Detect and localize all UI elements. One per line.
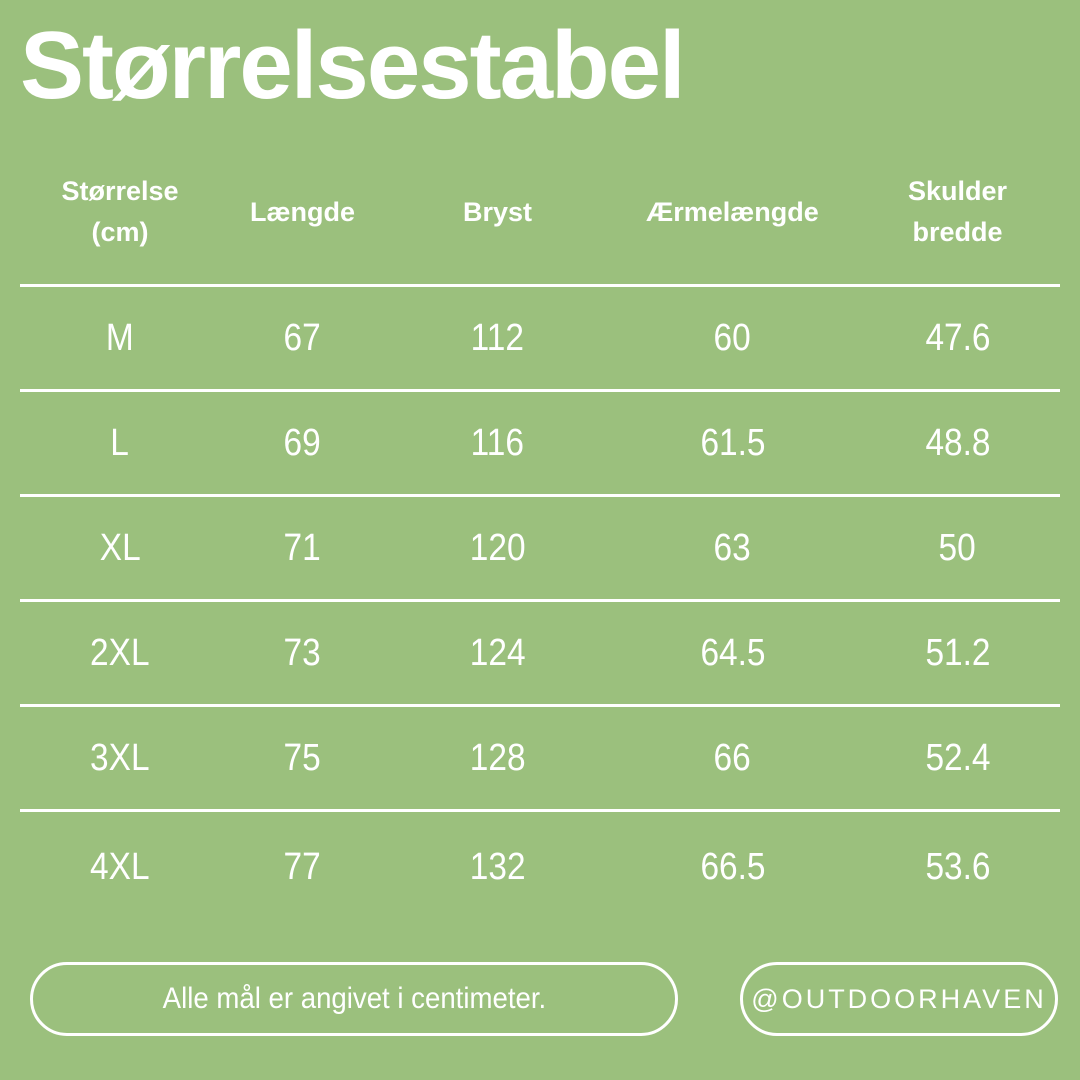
- table-row: 2XL 73 124 64.5 51.2: [20, 602, 1060, 707]
- header-cell-bryst: Bryst: [385, 140, 610, 284]
- header-cell-laengde: Længde: [220, 140, 385, 284]
- skulder-cell: 53.6: [924, 845, 991, 888]
- skulder-cell: 47.6: [924, 316, 991, 359]
- header-cell-storrelse: Størrelse (cm): [20, 140, 220, 284]
- bryst-cell: 128: [469, 736, 526, 779]
- header-line: Skulder: [907, 176, 1008, 206]
- measurement-note-text: Alle mål er angivet i centimeter.: [162, 982, 546, 1015]
- aermelaengde-cell: 66: [713, 736, 752, 779]
- size-cell: 2XL: [90, 631, 150, 674]
- table-row: L 69 116 61.5 48.8: [20, 392, 1060, 497]
- brand-handle-text: @OUTDOORHAVEN: [751, 983, 1047, 1014]
- laengde-cell: 77: [283, 845, 322, 888]
- measurement-note-pill: Alle mål er angivet i centimeter.: [30, 962, 678, 1036]
- laengde-cell: 69: [283, 421, 322, 464]
- bryst-cell: 124: [469, 631, 526, 674]
- table-row: XL 71 120 63 50: [20, 497, 1060, 602]
- header-line: (cm): [91, 217, 149, 247]
- skulder-cell: 48.8: [924, 421, 991, 464]
- bryst-cell: 132: [469, 845, 526, 888]
- header-line: bredde: [912, 217, 1003, 247]
- aermelaengde-cell: 63: [713, 526, 752, 569]
- aermelaengde-cell: 61.5: [699, 421, 766, 464]
- bryst-cell: 116: [470, 421, 525, 464]
- table-row: 4XL 77 132 66.5 53.6: [20, 812, 1060, 922]
- size-cell: M: [106, 316, 134, 359]
- skulder-cell: 51.2: [924, 631, 991, 674]
- laengde-cell: 75: [283, 736, 322, 779]
- bryst-cell: 112: [470, 316, 525, 359]
- header-cell-aermelaengde: Ærmelængde: [610, 140, 855, 284]
- table-row: M 67 112 60 47.6: [20, 287, 1060, 392]
- skulder-cell: 52.4: [924, 736, 991, 779]
- header-line: Størrelse: [61, 176, 179, 206]
- header-line: Længde: [250, 196, 355, 227]
- size-cell: XL: [99, 526, 141, 569]
- bryst-cell: 120: [469, 526, 526, 569]
- aermelaengde-cell: 64.5: [699, 631, 766, 674]
- laengde-cell: 71: [283, 526, 322, 569]
- header-line: Ærmelængde: [646, 196, 819, 227]
- laengde-cell: 73: [283, 631, 322, 674]
- header-line: Bryst: [462, 196, 533, 227]
- skulder-cell: 50: [938, 526, 977, 569]
- table-row: 3XL 75 128 66 52.4: [20, 707, 1060, 812]
- header-cell-skulder-bredde: Skulder bredde: [855, 140, 1060, 284]
- aermelaengde-cell: 60: [713, 316, 752, 359]
- page-title: Størrelsestabel: [20, 12, 686, 119]
- size-cell: 4XL: [90, 845, 150, 888]
- size-table: Størrelse (cm) Længde Bryst Ærmelængde S…: [20, 140, 1060, 922]
- size-cell: L: [110, 421, 130, 464]
- table-header-row: Størrelse (cm) Længde Bryst Ærmelængde S…: [20, 140, 1060, 287]
- brand-handle-pill: @OUTDOORHAVEN: [740, 962, 1058, 1036]
- laengde-cell: 67: [283, 316, 322, 359]
- aermelaengde-cell: 66.5: [699, 845, 766, 888]
- size-cell: 3XL: [90, 736, 150, 779]
